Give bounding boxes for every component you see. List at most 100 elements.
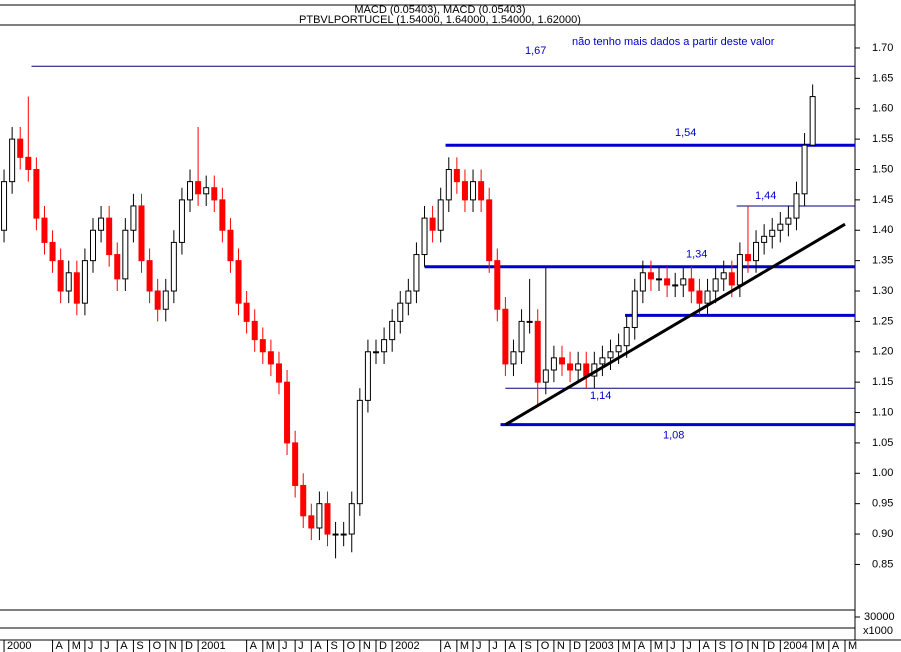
level-label: 1,08 (663, 430, 684, 442)
x-tick-label: J (686, 640, 692, 652)
candle-body (356, 399, 363, 505)
candle-body (421, 217, 428, 256)
candle-body (170, 241, 177, 292)
x-tick-label: D (185, 640, 193, 652)
candle-body (550, 357, 557, 371)
x-tick-label: N (363, 640, 371, 652)
candle-body (267, 351, 274, 365)
candle-body (324, 503, 331, 535)
candle-body (712, 278, 719, 292)
x-tick-label: A (702, 640, 710, 652)
candle-body (680, 278, 687, 286)
candle-body (761, 235, 768, 243)
candle-body (259, 339, 266, 353)
candle-body (89, 229, 96, 262)
candle-body (696, 290, 703, 304)
x-tick-label: A (508, 640, 516, 652)
x-tick-label: A (250, 640, 258, 652)
x-tick-label: J (88, 640, 94, 652)
x-tick-label: J (282, 640, 288, 652)
candle-body (348, 503, 355, 535)
y-tick-label: 1.15 (872, 376, 893, 388)
x-tick-label: M (266, 640, 275, 652)
candle-body (106, 217, 113, 256)
candle-body (437, 199, 444, 231)
candle-body (445, 168, 452, 201)
candle-body (558, 357, 565, 365)
candle-body (647, 272, 654, 280)
candle-body (364, 351, 371, 401)
x-tick-label: 2004 (783, 640, 807, 652)
x-tick-label: D (573, 640, 581, 652)
candle-body (73, 272, 80, 304)
x-tick-label: 2003 (589, 640, 613, 652)
candle-body (373, 351, 380, 354)
x-tick-label: O (347, 640, 356, 652)
volume-tick-label: 30000 (864, 611, 895, 623)
candle-body (178, 199, 185, 243)
candle-body (195, 181, 202, 195)
trendline (504, 222, 846, 426)
x-tick-label: D (767, 640, 775, 652)
candle-body (744, 254, 751, 262)
x-tick-label: A (444, 640, 452, 652)
candle-body (777, 223, 784, 231)
annotation: não tenho mais dados a partir deste valo… (572, 36, 775, 48)
y-tick-label: 1.35 (872, 255, 893, 267)
candle-body (736, 254, 743, 286)
candle-body (753, 241, 760, 262)
candle-body (49, 241, 56, 262)
y-tick-label: 1.10 (872, 406, 893, 418)
candle-body (615, 345, 622, 353)
candle-body (656, 278, 663, 281)
x-tick-label: N (169, 640, 177, 652)
candle-body (534, 320, 541, 383)
candle-body (130, 205, 137, 231)
candle-body (316, 503, 323, 529)
candle-body (567, 363, 574, 371)
candle-body (25, 156, 32, 170)
y-tick-label: 1.25 (872, 315, 893, 327)
candle-body (381, 339, 388, 353)
chart-title: PTBVLPORTUCEL (1.54000, 1.64000, 1.54000… (299, 14, 581, 26)
x-tick-label: A (832, 640, 840, 652)
candle-body (300, 484, 307, 517)
x-tick-label: M (622, 640, 631, 652)
candle-body (785, 217, 792, 225)
candle-body (284, 381, 291, 444)
x-tick-label: 2000 (7, 640, 31, 652)
candle-body (769, 229, 776, 237)
candle-body (114, 254, 121, 280)
x-tick-label: S (136, 640, 143, 652)
level-label: 1,44 (755, 190, 776, 202)
x-tick-label: A (314, 640, 322, 652)
candle-body (340, 533, 347, 536)
candle-body (397, 302, 404, 322)
candle-body (672, 284, 679, 287)
candle-body (243, 302, 250, 322)
x-tick-label: M (848, 640, 857, 652)
x-tick-label: A (56, 640, 64, 652)
candle-body (17, 138, 24, 158)
candle-body (81, 260, 88, 304)
x-tick-label: D (379, 640, 387, 652)
x-tick-label: M (72, 640, 81, 652)
candle-body (793, 193, 800, 219)
candle-body (704, 290, 711, 304)
candle-body (486, 199, 493, 262)
y-tick-label: 1.60 (872, 103, 893, 115)
x-tick-label: 2001 (201, 640, 225, 652)
candle-body (41, 217, 48, 243)
x-tick-label: O (153, 640, 162, 652)
x-tick-label: S (719, 640, 726, 652)
candle-body (211, 187, 218, 201)
candle-body (664, 278, 671, 286)
x-tick-label: A (120, 640, 128, 652)
candle-body (275, 363, 282, 383)
y-tick-label: 0.85 (872, 558, 893, 570)
candle-body (187, 181, 194, 201)
x-tick-label: M (460, 640, 469, 652)
candle-body (809, 96, 816, 146)
candle-body (235, 260, 242, 304)
